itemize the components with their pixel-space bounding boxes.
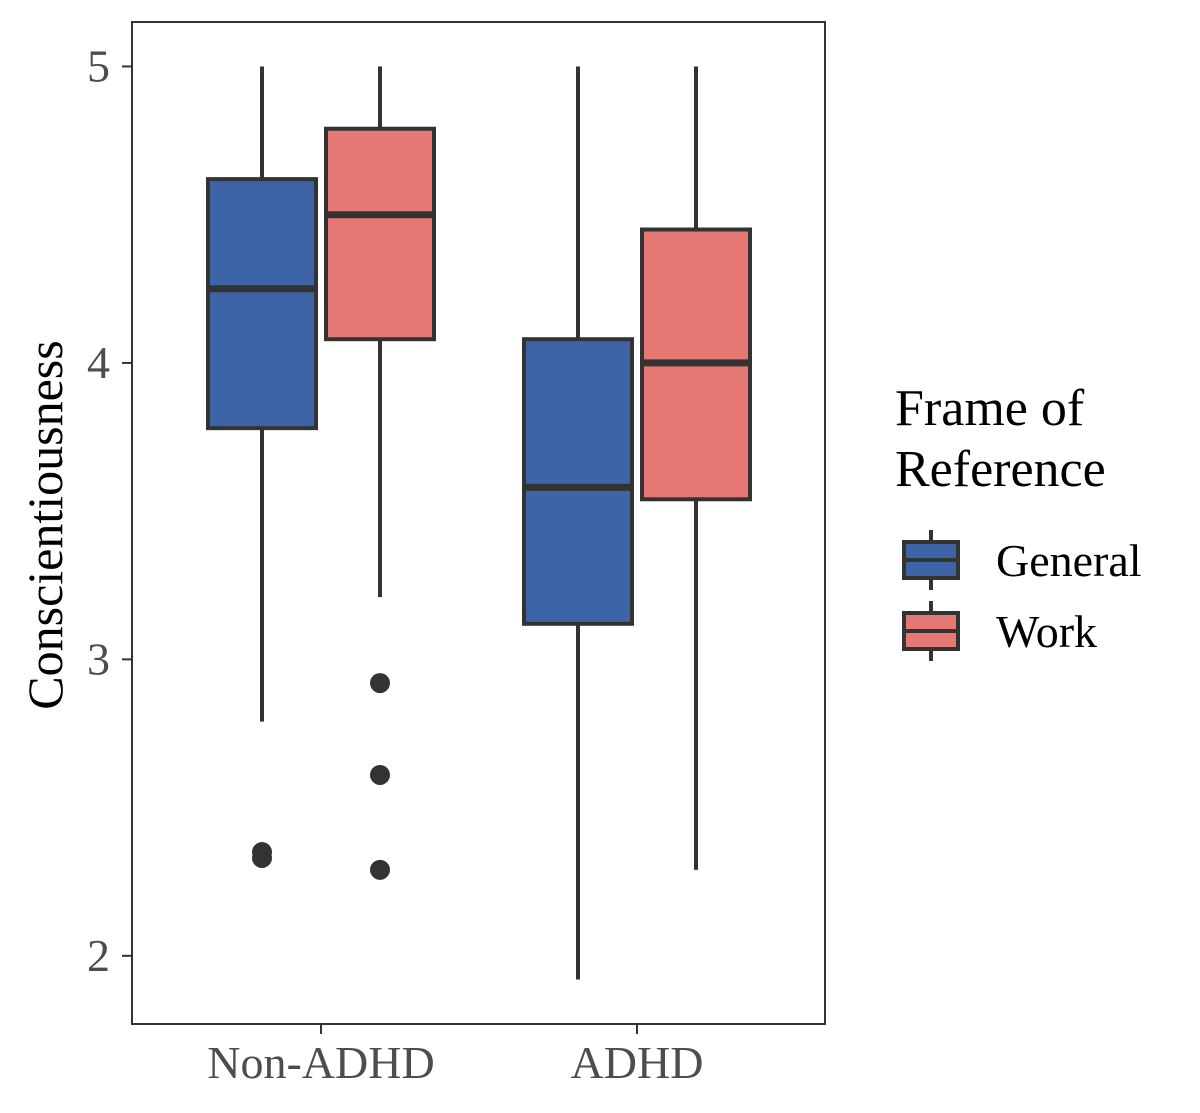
box-general-adhd [522,66,634,980]
y-tick-label-4: 4 [87,337,110,388]
legend-label-general: General [996,535,1142,586]
x-tick-label-adhd: ADHD [571,1037,704,1088]
legend-key-general: General [902,530,1142,590]
iqr-box-general-non-adhd [206,177,318,431]
legend-title-line-2: Reference [895,441,1106,498]
box-groups [206,66,752,980]
outlier-point-work-non-adhd-0 [370,673,390,694]
x-tick-label-non-adhd: Non-ADHD [207,1037,434,1088]
box-work-non-adhd [324,66,436,880]
panel-border [131,21,826,1025]
x-axis: Non-ADHD ADHD [207,1024,703,1088]
iqr-box-general-adhd [522,337,634,626]
y-axis-title: Conscientiousness [17,340,73,709]
y-tick-label-5: 5 [87,40,110,91]
y-axis: 2 3 4 5 [87,40,132,981]
iqr-box-work-non-adhd [324,126,436,342]
box-work-adhd [640,66,752,870]
outlier-point-work-non-adhd-1 [370,764,390,785]
y-tick-label-2: 2 [87,930,110,981]
outlier-point-general-non-adhd-1 [252,842,272,863]
y-tick-label-3: 3 [87,633,110,684]
legend: Frame of Reference General Work [895,380,1142,661]
legend-keys: General Work [902,530,1142,661]
legend-key-work: Work [902,601,1097,661]
legend-title-line-1: Frame of [895,380,1085,437]
box-general-non-adhd [206,66,318,868]
legend-label-work: Work [996,606,1097,657]
outlier-point-work-non-adhd-2 [370,859,390,880]
